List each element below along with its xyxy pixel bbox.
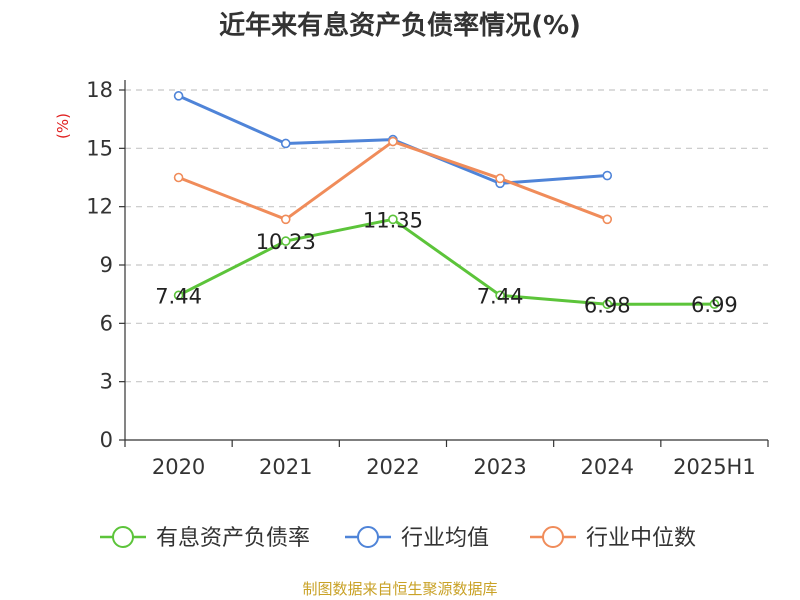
source-note: 制图数据来自恒生聚源数据库	[302, 580, 497, 598]
y-tick-label: 0	[100, 428, 113, 452]
y-tick-label: 9	[100, 253, 113, 277]
legend-item-1[interactable]: 行业均值	[345, 526, 489, 551]
x-tick-label: 2023	[473, 455, 526, 479]
data-labels: 7.44 10.23 11.35 7.44 6.98 6.99	[155, 208, 738, 317]
data-label: 7.44	[155, 284, 202, 308]
data-point	[495, 290, 505, 301]
y-tick-label: 6	[100, 311, 113, 335]
data-point	[173, 91, 184, 101]
data-label: 6.98	[584, 293, 631, 317]
legend-item-0[interactable]: 有息资产负债率	[100, 526, 310, 551]
x-tick-label: 2025H1	[673, 455, 756, 479]
legend-label: 行业中位数	[586, 526, 696, 551]
legend-label: 行业均值	[401, 526, 489, 551]
legend-item-2[interactable]: 行业中位数	[530, 526, 696, 551]
data-point	[709, 299, 720, 309]
legend-marker	[112, 526, 134, 548]
axes: 0 3 6 9 12 15 18 2020 2021 2022 2023 2024 2025H1	[86, 78, 769, 479]
data-label: 10.23	[256, 230, 316, 254]
data-point	[388, 214, 398, 225]
gridlines	[125, 89, 768, 383]
y-tick-label: 3	[100, 370, 113, 394]
legend-label: 有息资产负债率	[156, 526, 310, 551]
series-line-0	[177, 217, 715, 306]
data-point	[602, 214, 613, 225]
data-point	[388, 136, 398, 147]
y-tick-label: 18	[86, 78, 113, 102]
data-point	[280, 138, 291, 149]
data-point	[602, 299, 613, 310]
y-tick-label: 15	[86, 136, 113, 160]
data-point	[280, 236, 291, 246]
x-tick-label: 2021	[259, 455, 312, 479]
y-tick-label: 12	[86, 195, 113, 219]
data-point	[173, 290, 184, 301]
legend-marker	[357, 526, 379, 548]
data-label: 7.44	[477, 284, 524, 308]
data-point	[602, 170, 613, 181]
x-tick-label: 2022	[366, 455, 419, 479]
x-tick-label: 2020	[152, 455, 205, 479]
series-lines	[173, 91, 720, 310]
y-axis-unit: (%)	[54, 113, 72, 139]
legend-marker	[542, 526, 564, 548]
legend: 有息资产负债率 行业均值 行业中位数	[100, 526, 696, 551]
data-point	[495, 173, 505, 184]
data-label: 11.35	[363, 208, 423, 232]
x-tick-label: 2024	[581, 455, 634, 479]
data-point	[280, 214, 291, 225]
data-point	[173, 172, 184, 183]
data-label: 6.99	[691, 293, 738, 317]
chart-title: 近年来有息资产负债率情况(%)	[219, 10, 581, 41]
